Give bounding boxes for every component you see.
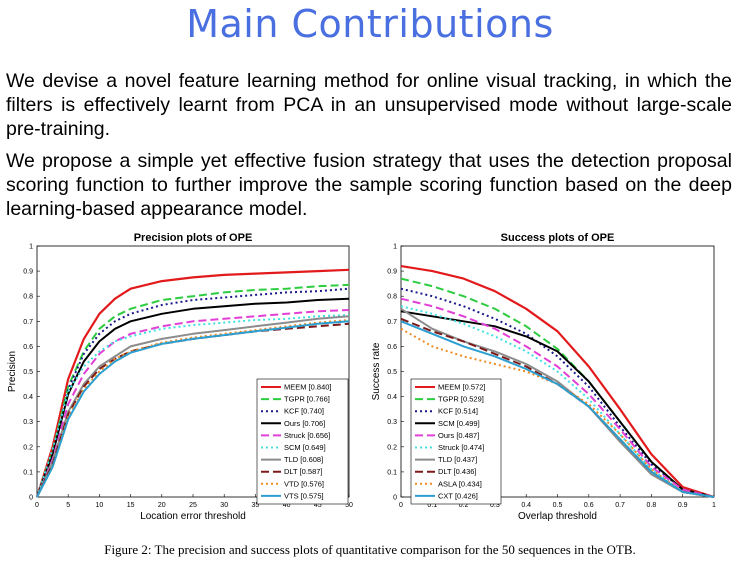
y-tick-label: 0.3 — [23, 419, 33, 426]
y-tick-label: 0 — [29, 495, 33, 502]
y-tick-label: 0.6 — [23, 344, 33, 351]
series-line-0 — [35, 268, 350, 498]
series-line-1 — [36, 283, 350, 498]
y-tick-label: 0.5 — [23, 369, 33, 376]
legend-label-2: KCF [0.514] — [438, 407, 478, 416]
x-tick-label: 50 — [345, 502, 353, 509]
series-line-3 — [400, 310, 715, 498]
legend-label-8: VTD [0.576] — [284, 479, 324, 488]
contribution-paragraph-2: We propose a simple yet effective fusion… — [6, 150, 732, 220]
y-tick-label: 0.2 — [23, 444, 33, 451]
y-axis-label: Success rate — [371, 342, 382, 400]
series-line-3 — [36, 297, 350, 498]
legend-label-3: Ours [0.706] — [284, 419, 325, 428]
x-tick-label: 30 — [220, 502, 228, 509]
x-tick-label: 0.1 — [427, 502, 437, 509]
x-tick-label: 15 — [127, 502, 135, 509]
legend-label-2: KCF [0.740] — [284, 407, 324, 416]
x-tick-label: 25 — [189, 502, 197, 509]
contribution-paragraph-1: We devise a novel feature learning metho… — [6, 70, 732, 140]
series-line-2 — [36, 287, 350, 498]
y-tick-label: 0.3 — [387, 419, 397, 426]
x-tick-label: 0.8 — [647, 502, 657, 509]
y-tick-label: 1 — [393, 244, 397, 251]
chart-title: Precision plots of OPE — [134, 232, 253, 244]
x-tick-label: 0.2 — [459, 502, 469, 509]
x-tick-label: 20 — [158, 502, 166, 509]
legend-label-3: SCM [0.499] — [438, 419, 480, 428]
x-tick-label: 35 — [252, 502, 260, 509]
success-plot: Success plots of OPE 0 0.1 0.2 0.3 0.4 0.5 0.6 0… — [371, 232, 716, 522]
y-tick-label: 0 — [393, 495, 397, 502]
x-axis-label: Overlap threshold — [518, 511, 597, 522]
legend-box — [256, 378, 349, 505]
chart-title: Success plots of OPE — [501, 232, 615, 244]
legend-label-7: DLT [0.587] — [284, 467, 323, 476]
legend-label-7: DLT [0.436] — [438, 467, 477, 476]
series-line-9 — [36, 320, 350, 498]
series-line-6 — [36, 315, 350, 498]
x-tick-label: 0.3 — [490, 502, 500, 509]
x-tick-label: 0.9 — [678, 502, 688, 509]
y-axis-label: Precision — [7, 351, 18, 392]
y-tick-label: 0.7 — [387, 319, 397, 326]
x-tick-label: 10 — [96, 502, 104, 509]
legend-label-8: ASLA [0.434] — [438, 479, 482, 488]
y-tick-label: 0.1 — [23, 469, 33, 476]
series-line-8 — [36, 319, 350, 498]
y-tick-label: 0.7 — [23, 319, 33, 326]
x-tick-label: 0.7 — [615, 502, 625, 509]
legend-label-0: MEEM [0.840] — [284, 383, 332, 392]
legend-label-6: TLD [0.437] — [438, 455, 477, 464]
x-tick-label: 0.5 — [553, 502, 563, 509]
y-tick-label: 0.2 — [387, 444, 397, 451]
series-line-4 — [400, 297, 715, 498]
x-tick-label: 5 — [66, 502, 70, 509]
y-tick-label: 0.4 — [387, 394, 397, 401]
series-line-9 — [400, 320, 715, 498]
y-tick-label: 0.9 — [387, 269, 397, 276]
series-line-4 — [36, 309, 350, 498]
y-tick-label: 1 — [29, 244, 33, 251]
y-tick-label: 0.4 — [23, 394, 33, 401]
y-tick-label: 0.9 — [23, 269, 33, 276]
figure-caption: Figure 2: The precision and success plot… — [104, 542, 636, 557]
x-tick-label: 0 — [399, 502, 403, 509]
legend-label-1: TGPR [0.529] — [438, 395, 484, 404]
x-axis-label: Location error threshold — [140, 511, 246, 522]
x-tick-label: 45 — [314, 502, 322, 509]
legend-label-5: SCM [0.649] — [284, 443, 326, 452]
x-tick-label: 0 — [35, 502, 39, 509]
legend-label-9: CXT [0.426] — [438, 491, 478, 500]
legend-label-1: TGPR [0.766] — [284, 395, 330, 404]
legend-label-6: TLD [0.608] — [284, 455, 323, 464]
y-tick-label: 0.5 — [387, 369, 397, 376]
legend-label-4: Ours [0.487] — [438, 431, 479, 440]
x-tick-label: 40 — [283, 502, 291, 509]
x-tick-label: 1 — [712, 502, 716, 509]
y-tick-label: 0.8 — [387, 294, 397, 301]
legend-label-0: MEEM [0.572] — [438, 383, 486, 392]
y-tick-label: 0.8 — [23, 294, 33, 301]
legend-label-9: VTS [0.575] — [284, 491, 324, 500]
legend-label-5: Struck [0.474] — [438, 443, 484, 452]
x-tick-label: 0.4 — [521, 502, 531, 509]
series-line-1 — [400, 277, 715, 498]
series-line-5 — [400, 305, 715, 498]
series-line-0 — [400, 265, 715, 499]
slide-title: Main Contributions — [186, 2, 554, 46]
x-tick-label: 0.6 — [584, 502, 594, 509]
legend-label-4: Struck [0.656] — [284, 431, 330, 440]
y-tick-label: 0.6 — [387, 344, 397, 351]
y-tick-label: 0.1 — [387, 469, 397, 476]
